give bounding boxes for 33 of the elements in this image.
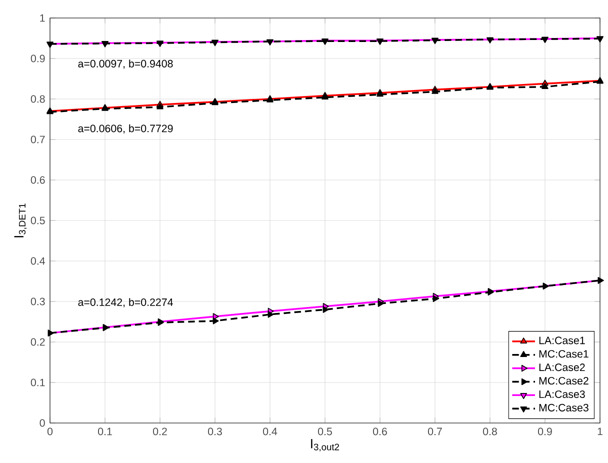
x-tick-label: 1 <box>598 428 602 436</box>
x-tick-label: 0.5 <box>318 428 332 436</box>
y-tick-label: 0.7 <box>30 136 45 144</box>
annotation: a=0.0097, b=0.9408 <box>78 60 173 69</box>
annotation: a=0.1242, b=0.2274 <box>78 298 173 308</box>
legend-label: MC:Case2 <box>539 376 588 385</box>
x-tick-label: 0.4 <box>263 428 278 436</box>
y-tick-label: 0 <box>40 419 45 427</box>
legend-label: MC:Case3 <box>539 404 588 412</box>
x-tick-label: 0.2 <box>153 428 167 436</box>
y-tick-label: 0.3 <box>30 298 45 306</box>
annotation: a=0.0606, b=0.7729 <box>78 124 173 134</box>
y-tick-label: 0.6 <box>30 176 45 184</box>
y-axis-title: I$_{3,DET1}$ <box>14 204 27 238</box>
x-tick-label: 0.9 <box>538 428 552 436</box>
y-tick-label: 0.5 <box>30 216 45 224</box>
y-tick-label: 0.8 <box>30 95 45 103</box>
x-axis-title: I$_{3,out2}$ <box>311 439 340 452</box>
x-tick-label: 0 <box>47 428 53 436</box>
x-tick-label: 0.3 <box>208 428 222 436</box>
y-tick-label: 1 <box>40 14 45 22</box>
x-tick-label: 0.6 <box>373 428 387 436</box>
legend-label: MC:Case1 <box>539 350 588 358</box>
y-tick-label: 0.2 <box>30 338 45 346</box>
y-tick-label: 0.4 <box>30 257 45 265</box>
legend-label: LA:Case3 <box>539 390 585 398</box>
x-tick-label: 0.1 <box>98 428 112 436</box>
legend-label: LA:Case1 <box>539 336 585 344</box>
y-tick-label: 0.1 <box>30 378 45 386</box>
y-tick-label: 0.9 <box>30 54 45 62</box>
x-tick-label: 0.7 <box>428 428 442 436</box>
x-tick-label: 0.8 <box>483 428 497 436</box>
legend-label: LA:Case2 <box>539 364 585 372</box>
